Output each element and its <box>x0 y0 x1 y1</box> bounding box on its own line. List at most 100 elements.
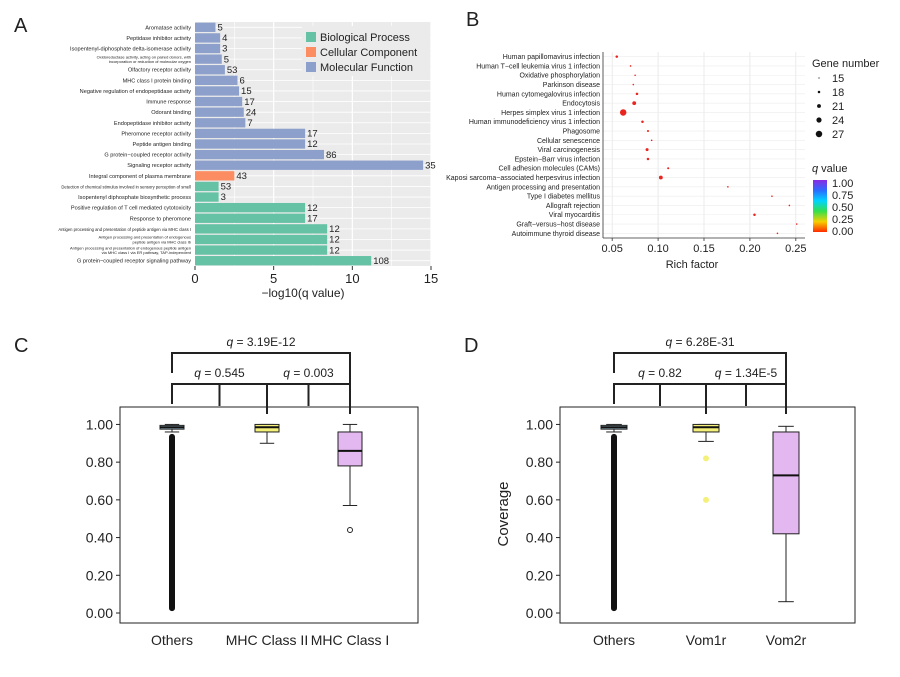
panel-b-size-legend-label: 15 <box>832 73 844 85</box>
panel-b-size-legend-label: 24 <box>832 115 844 127</box>
panel-a-bar-label: Positive regulation of T cell mediated c… <box>71 206 191 212</box>
panel-c-comparison-label: q = 0.003 <box>283 366 334 380</box>
panel-a-bar-label: Peptidase inhibitor activity <box>126 36 191 42</box>
panel-a-bar-count: 5 <box>224 54 229 65</box>
panel-c-outlier-band <box>169 433 175 612</box>
panel-b-point-label: Viral myocarditis <box>549 212 601 219</box>
panel-b-point <box>776 232 779 235</box>
panel-a-bar-count: 12 <box>307 203 318 214</box>
panel-b-color-legend-rest: value <box>818 163 847 175</box>
panel-b-point <box>619 109 627 116</box>
panel-b-point <box>615 55 619 58</box>
panel-b-point-label: Human cytomegalovirus infection <box>497 91 600 98</box>
panel-a-chart: 5 Aromatase activity 4 Peptidase inhibitor … <box>58 22 438 300</box>
panel-a-bar-count: 12 <box>329 235 340 246</box>
panel-b-x-tick-label: 0.10 <box>647 243 668 255</box>
panel-c-y-tick-label: 0.40 <box>86 530 113 546</box>
panel-d-group-label: Vom1r <box>686 632 727 648</box>
panel-b-point-label: Type I diabetes mellitus <box>527 194 601 201</box>
panel-a-bar-label: Aromatase activity <box>145 25 191 31</box>
panel-c-y-tick-label: 1.00 <box>86 416 113 432</box>
panel-a-bar <box>195 181 219 192</box>
panel-c-comparison-value: = 3.19E-12 <box>233 335 296 349</box>
panel-d-comparison-label: q = 1.34E-5 <box>715 366 778 380</box>
panel-b-point <box>788 204 791 207</box>
panel-b-x-tick-label: 0.05 <box>601 243 622 255</box>
panel-c-comparison-label: q = 0.545 <box>194 366 245 380</box>
panel-b-x-axis-label: Rich factor <box>666 259 719 271</box>
panel-c-frame <box>119 406 419 624</box>
panel-c-box <box>337 431 363 467</box>
panel-a-bar-label: Isopentenyl diphosphate biosynthetic pro… <box>78 195 191 201</box>
panel-a-bar-label: Endopeptidase inhibitor activity <box>114 121 191 127</box>
panel-b-point <box>645 148 649 152</box>
panel-b-x-tick-label: 0.20 <box>739 243 760 255</box>
panel-d-comparison-value: = 0.82 <box>645 366 682 380</box>
panel-b-x-tick-label: 0.15 <box>693 243 714 255</box>
panel-c-y-tick-label: 0.00 <box>86 605 113 621</box>
panel-b-point <box>771 195 773 197</box>
panel-a-bar <box>195 256 372 266</box>
panel-b-size-legend-dot <box>815 130 823 138</box>
panel-d-y-axis-label: Coverage <box>495 481 512 546</box>
panel-b-point <box>635 92 639 96</box>
panel-b-color-bar <box>813 180 827 232</box>
panel-a-legend-swatch <box>306 62 316 72</box>
panel-c-comparison-bracket <box>171 352 351 389</box>
panel-b-point-label: Endocytosis <box>562 101 600 108</box>
panel-letter-c: C <box>14 335 28 357</box>
panel-letter-d: D <box>464 335 478 357</box>
panel-d-comparison-q: q <box>665 335 672 349</box>
panel-letter-b: B <box>466 9 479 31</box>
panel-b-point-label: Kaposi sarcoma−associated herpesvirus in… <box>446 175 600 182</box>
panel-b-point <box>646 157 650 161</box>
panel-a-bar-label: MHC class I protein binding <box>123 78 191 84</box>
panel-a-bar-count: 5 <box>217 23 222 34</box>
panel-a-bar-count: 17 <box>307 129 318 140</box>
panel-c-comparison-q: q <box>283 366 290 380</box>
panel-a-bar <box>195 149 325 160</box>
panel-a-bar-label: Antigen processing and presentation of e… <box>70 245 192 255</box>
panel-a-bar-count: 7 <box>247 118 252 129</box>
panel-a-bar-count: 4 <box>222 33 227 44</box>
panel-b-point <box>646 130 650 133</box>
panel-d-outlier-band <box>611 433 617 612</box>
panel-a-bar <box>195 245 328 255</box>
panel-a-bar-count: 35 <box>425 160 436 171</box>
panel-a-x-tick-label: 15 <box>424 271 438 286</box>
panel-d-comparison-bracket <box>613 352 787 389</box>
panel-a-bar-label: G protein−coupled receptor signaling pat… <box>77 259 191 265</box>
panel-a-bar-label: Antigen processing and presentation of e… <box>98 235 191 245</box>
panel-b-color-legend-tick: 0.25 <box>832 214 853 226</box>
panel-a-bar <box>195 86 240 96</box>
panel-a-bar <box>195 128 306 139</box>
panel-b-size-legend-dot <box>817 104 821 108</box>
panel-b-point <box>727 186 729 188</box>
panel-b-point-label: Epstein−Barr virus infection <box>515 156 601 163</box>
panel-b-point <box>650 139 653 142</box>
panel-a-bar <box>195 160 424 170</box>
panel-b-size-legend-label: 18 <box>832 87 844 99</box>
panel-b-point <box>634 74 636 77</box>
panel-b-color-legend-title: q value <box>812 163 847 175</box>
panel-b-point-label: Viral carcinogenesis <box>537 147 600 154</box>
panel-a-bar <box>195 192 219 202</box>
panel-b-size-legend-title: Gene number <box>812 58 880 70</box>
panel-a-legend: Biological Process Cellular Component Mole… <box>302 26 430 76</box>
panel-d-y-tick-label: 0.40 <box>526 530 553 546</box>
panel-a-legend-swatch <box>306 32 316 42</box>
panel-b-point-label: Autoimmune thyroid disease <box>512 231 600 238</box>
panel-a-bar-label: Oxidoreductase activity, acting on paire… <box>97 54 191 64</box>
panel-b-point-label: Human papillomavirus infection <box>503 54 600 61</box>
panel-c-y-tick-label: 0.20 <box>86 567 113 583</box>
panel-d-comparison-q: q <box>638 366 645 380</box>
panel-b-size-legend-label: 21 <box>832 101 844 113</box>
panel-a-bar <box>195 224 328 234</box>
panel-a-bar <box>195 107 244 117</box>
panel-a-bar-count: 17 <box>244 97 255 108</box>
panel-b-point <box>629 65 632 67</box>
panel-a-legend-label: Biological Process <box>320 32 410 44</box>
panel-d-chart: 0.00 0.20 0.40 0.60 0.80 1.00 Coverage Others Vo… <box>495 335 856 648</box>
panel-b-point <box>632 101 637 106</box>
panel-c-group-label: MHC Class I <box>311 632 390 648</box>
